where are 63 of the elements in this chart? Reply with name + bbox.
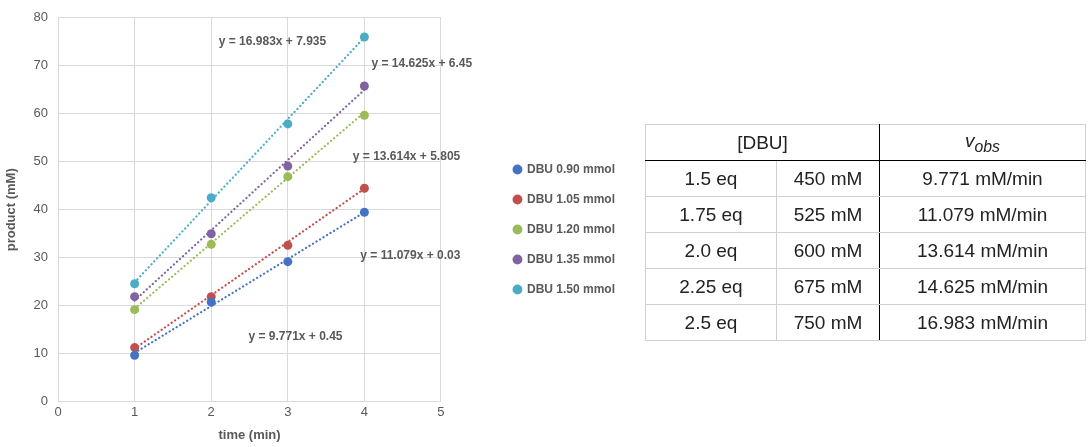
text: [DBU] <box>645 124 880 161</box>
x-tick-label: 0 <box>54 404 62 420</box>
text: 675 mM <box>776 268 880 305</box>
point <box>359 183 369 193</box>
text: 11.079 mM/min <box>879 196 1086 233</box>
point <box>283 161 293 171</box>
y-tick-label: 60 <box>33 105 49 121</box>
annotation: y = 16.983x + 7.935 <box>218 34 327 49</box>
legend-label: DBU 1.50 mmol <box>526 281 616 296</box>
text: 525 mM <box>776 196 880 233</box>
annotation: y = 14.625x + 6.45 <box>371 56 473 71</box>
text: v$_{obs}$ <box>879 124 1086 161</box>
annotation: y = 11.079x + 0.03 <box>360 248 461 263</box>
x-axis-title: time (min) <box>218 426 281 442</box>
text: 450 mM <box>776 160 880 197</box>
point <box>130 279 140 289</box>
point <box>359 81 369 91</box>
point <box>359 110 369 120</box>
text: 14.625 mM/min <box>879 268 1086 305</box>
y-tick-label: 30 <box>33 249 49 265</box>
legend-label: DBU 1.20 mmol <box>526 221 616 236</box>
point <box>283 172 293 182</box>
x-tick-label: 5 <box>437 404 445 420</box>
text: 2.25 eq <box>645 268 777 305</box>
y-axis-title: product (mM) <box>3 168 19 252</box>
y-tick-label: 10 <box>33 345 49 361</box>
y-tick-label: 40 <box>33 201 49 217</box>
point <box>130 350 140 360</box>
point <box>359 32 369 42</box>
point <box>130 305 140 315</box>
text: 750 mM <box>776 304 880 341</box>
text: 16.983 mM/min <box>879 304 1086 341</box>
point <box>283 119 293 129</box>
point <box>283 240 293 250</box>
legend-label: DBU 1.05 mmol <box>526 191 616 206</box>
text: 2.5 eq <box>645 304 777 341</box>
y-tick-label: 20 <box>33 297 49 313</box>
x-tick-label: 2 <box>207 404 215 420</box>
text: 600 mM <box>776 232 880 269</box>
point <box>130 292 140 302</box>
x-tick-label: 4 <box>360 404 369 420</box>
annotation: y = 13.614x + 5.805 <box>352 149 461 164</box>
text: 9.771 mM/min <box>879 160 1086 197</box>
point <box>130 343 140 353</box>
point <box>283 257 293 267</box>
text: 1.5 eq <box>645 160 777 197</box>
y-tick-label: 80 <box>33 9 49 25</box>
x-tick-label: 1 <box>131 404 139 420</box>
x-tick-label: 3 <box>284 404 292 420</box>
point <box>206 193 216 203</box>
legend-label: DBU 0.90 mmol <box>526 161 616 176</box>
legend-label: DBU 1.35 mmol <box>526 251 616 266</box>
text: 13.614 mM/min <box>879 232 1086 269</box>
annotation: y = 9.771x + 0.45 <box>248 328 343 343</box>
point <box>206 229 216 239</box>
y-tick-label: 70 <box>33 57 49 73</box>
y-tick-label: 0 <box>40 393 49 409</box>
text: 2.0 eq <box>645 232 777 269</box>
y-tick-label: 50 <box>33 153 49 169</box>
point <box>206 239 216 249</box>
text: 1.75 eq <box>645 196 777 233</box>
point <box>206 297 216 307</box>
point <box>359 207 369 217</box>
